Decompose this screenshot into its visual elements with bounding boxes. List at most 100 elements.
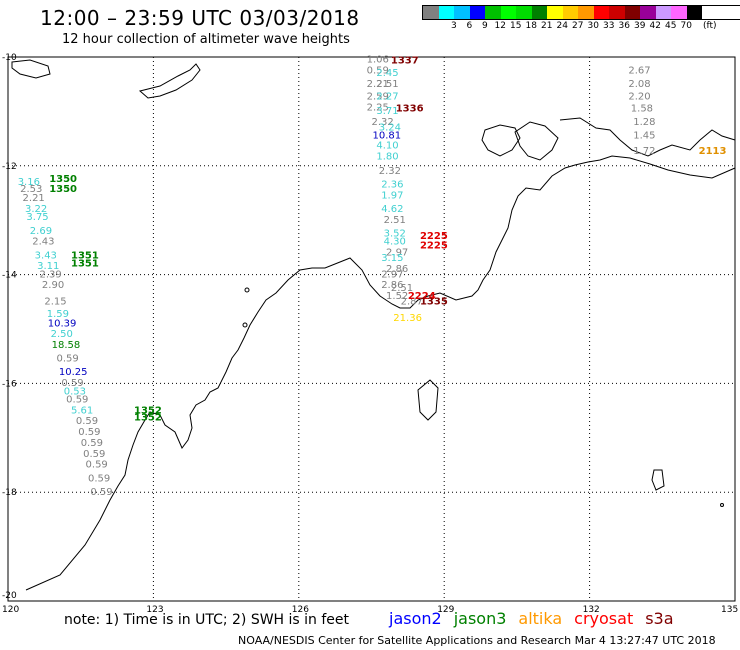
wave-height-label: 18.58 <box>52 340 81 351</box>
wave-height-label: 2.53 <box>20 184 42 195</box>
pass-time-label: 1352 <box>134 405 162 416</box>
footer-credit: NOAA/NESDIS Center for Satellite Applica… <box>238 634 716 647</box>
wave-height-label: 2.21 <box>367 79 389 90</box>
wave-height-label: 0.53 <box>64 386 86 397</box>
island-dot-2 <box>242 322 248 328</box>
wave-height-label: 2.51 <box>384 215 406 226</box>
legend-swatch <box>562 6 578 19</box>
wave-height-label: 0.59 <box>56 354 78 365</box>
legend-swatch <box>500 6 516 19</box>
wave-height-label: 1.59 <box>47 309 69 320</box>
legend-swatch <box>547 6 563 19</box>
wave-height-label: 2.25 <box>367 102 389 113</box>
wave-height-label: 2.90 <box>42 280 64 291</box>
wave-height-label: 3.16 <box>18 177 40 188</box>
legend-swatch <box>671 6 687 19</box>
wave-height-label: 0.59 <box>66 394 88 405</box>
wave-height-label: 2.86 <box>386 264 408 275</box>
pass-time-label: 2113 <box>699 146 727 157</box>
legend-label: 30 <box>587 21 599 31</box>
wave-height-label: 1.80 <box>376 151 398 162</box>
wave-height-label: 10.39 <box>48 318 77 329</box>
wave-height-label: 4.30 <box>384 237 406 248</box>
wave-height-label: 1.52 <box>386 291 408 302</box>
lon-tick-label: 123 <box>146 605 163 615</box>
pass-time-label: 1336 <box>396 103 424 114</box>
wave-height-label: 1.45 <box>633 131 655 142</box>
legend-swatch <box>609 6 625 19</box>
wave-height-label: 0.59 <box>367 65 389 76</box>
satellite-altika: altika <box>518 609 563 628</box>
wave-height-label: 2.27 <box>376 91 398 102</box>
legend-label: 33 <box>603 21 615 31</box>
wave-height-label: 2.21 <box>23 193 45 204</box>
map-grid <box>8 57 735 601</box>
wave-height-label: 3.24 <box>379 122 401 133</box>
lat-tick-label: -16 <box>2 379 17 389</box>
legend-label: 36 <box>618 21 630 31</box>
legend-swatch <box>485 6 501 19</box>
legend-label: 27 <box>572 21 584 31</box>
wave-height-label: 4.62 <box>381 204 403 215</box>
wave-height-label: 3.75 <box>26 212 48 223</box>
coastlines <box>11 59 736 591</box>
wave-height-label: 2.86 <box>381 280 403 291</box>
color-legend: 3 6 9 12 15 18 21 24 27 30 33 36 39 42 45 70 (ft) <box>422 5 740 32</box>
pass-time-label: 1352 <box>134 412 162 423</box>
legend-swatch <box>438 6 454 19</box>
page-subtitle: 12 hour collection of altimeter wave hei… <box>62 32 350 47</box>
pass-time-label: 1351 <box>71 250 99 261</box>
pass-time-label: 1351 <box>71 258 99 269</box>
coastline-island-3 <box>651 469 665 491</box>
wave-height-label: 10.81 <box>372 131 401 142</box>
legend-label: 12 <box>494 21 506 31</box>
satellite-s3a: s3a <box>645 609 674 628</box>
wave-height-label: 2.45 <box>376 68 398 79</box>
legend-label: 15 <box>510 21 522 31</box>
wave-height-label: 2.36 <box>381 180 403 191</box>
legend-swatch <box>423 6 439 19</box>
pass-time-label: 2225 <box>420 231 448 242</box>
wave-height-label: 2.97 <box>381 269 403 280</box>
wave-height-label: 0.59 <box>61 378 83 389</box>
island-dot-1 <box>244 287 250 293</box>
axis-tick-labels: -10 -12 -14 -16 -18 -20 120 123 126 129 132 135 <box>2 53 738 615</box>
wave-height-label: 1.72 <box>633 146 655 157</box>
pass-time-label: 1337 <box>391 56 419 67</box>
wave-height-label: 5.61 <box>71 405 93 416</box>
wave-height-label: 2.43 <box>32 237 54 248</box>
wave-height-label: 2.69 <box>30 226 52 237</box>
wave-height-label: 0.59 <box>83 449 105 460</box>
legend-label: 3 <box>451 21 457 31</box>
pass-time-label: 2225 <box>420 240 448 251</box>
wave-height-label: 1.58 <box>631 103 653 114</box>
observations: 3.162.532.213.223.752.692.433.433.112.39… <box>18 54 727 497</box>
wave-height-label: 10.25 <box>59 367 88 378</box>
pass-time-label: 1335 <box>420 297 448 308</box>
legend-label: 9 <box>482 21 488 31</box>
wave-height-label: 3.15 <box>381 253 403 264</box>
legend-label: 18 <box>525 21 537 31</box>
coastline-bonaparte-islands <box>417 379 439 421</box>
wave-height-label: 2.67 <box>628 65 650 76</box>
wave-height-label: 3.52 <box>384 229 406 240</box>
page-title: 12:00 – 23:59 UTC 03/03/2018 <box>40 6 360 30</box>
satellite-jason2: jason2 <box>389 609 442 628</box>
lon-tick-label: 126 <box>292 605 309 615</box>
coastline-island-2 <box>514 121 559 161</box>
wave-height-label: 2.51 <box>376 79 398 90</box>
legend-swatch <box>454 6 470 19</box>
footer-note: note: 1) Time is in UTC; 2) SWH is in fe… <box>64 612 350 628</box>
wave-height-label: 4.10 <box>376 140 398 151</box>
map-frame <box>7 56 736 602</box>
wave-height-label: 2.59 <box>367 91 389 102</box>
legend-label: 24 <box>556 21 568 31</box>
satellite-legend: jason2 jason3 altika cryosat s3a <box>389 609 686 628</box>
pass-time-label: 2224 <box>408 291 436 302</box>
wave-height-label: 21.36 <box>393 313 422 324</box>
legend-labels: 3 6 9 12 15 18 21 24 27 30 33 36 39 42 45 70 (ft) <box>422 20 740 32</box>
wave-height-label: 3.22 <box>25 204 47 215</box>
wave-height-label: 1.97 <box>381 190 403 201</box>
legend-swatch <box>640 6 656 19</box>
wave-height-label: 0.59 <box>90 487 112 498</box>
